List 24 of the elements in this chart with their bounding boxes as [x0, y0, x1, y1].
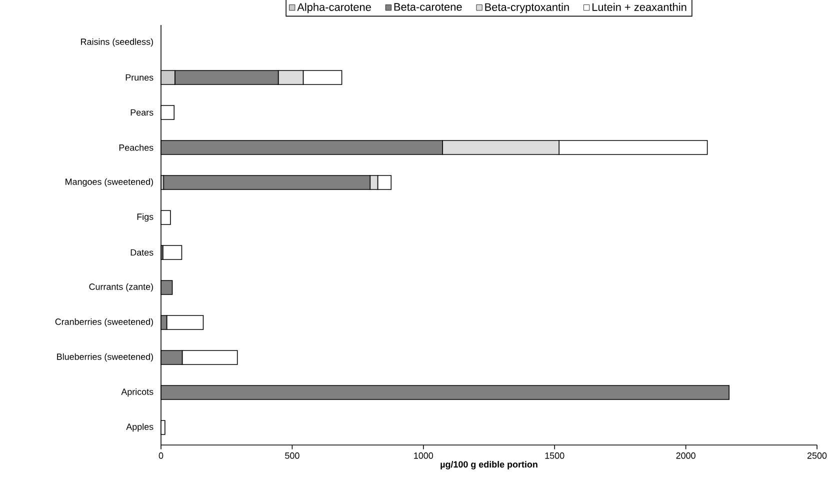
- y-tick-label: Cranberries (sweetened): [55, 318, 153, 327]
- y-tick-label: Figs: [137, 213, 154, 222]
- y-tick-label: Raisins (seedless): [81, 38, 153, 47]
- x-tick-label: 500: [285, 452, 300, 459]
- y-tick-label: Blueberries (sweetened): [57, 353, 153, 362]
- x-tick-label: 0: [158, 452, 164, 459]
- y-tick-label: Apples: [126, 423, 154, 432]
- y-tick-label: Pears: [130, 109, 154, 116]
- bar: [162, 245, 182, 260]
- legend-label: Beta-cryptoxantin: [485, 2, 569, 14]
- x-tick-label: 1000: [414, 452, 434, 459]
- legend-label: Beta-carotene: [394, 3, 462, 11]
- x-tick-label: 2000: [676, 452, 696, 459]
- y-tick-label: Prunes: [126, 74, 154, 81]
- y-tick-label: Mangoes (sweetened): [66, 178, 153, 187]
- y-tick-label: Apricots: [121, 388, 154, 397]
- legend-label: Lutein + zeaxanthin: [592, 2, 686, 11]
- x-tick-label: 2500: [807, 452, 827, 459]
- y-tick-label: Currants (zante): [89, 283, 153, 292]
- legend-label: Alpha-carotene: [297, 2, 371, 14]
- y-tick-label: Dates: [130, 249, 154, 256]
- x-axis-title: µg/100 g edible portion: [440, 460, 538, 470]
- x-tick-label: 1500: [545, 452, 564, 459]
- y-tick-label: Peaches: [119, 144, 154, 151]
